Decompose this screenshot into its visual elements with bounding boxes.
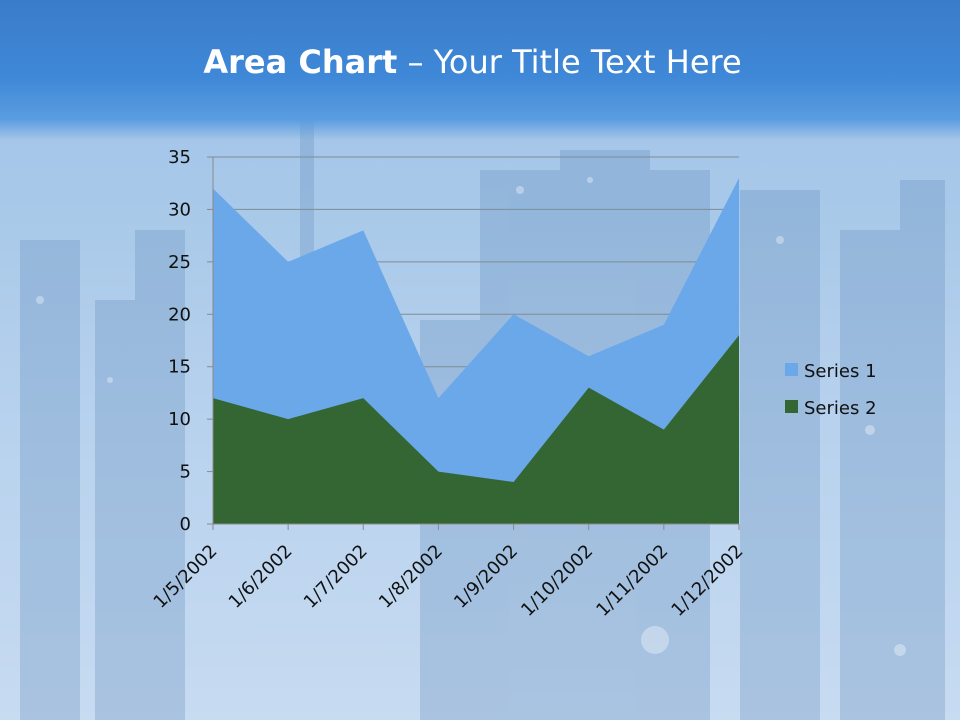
y-tick-label-10: 10 — [168, 409, 191, 430]
x-tick-label: 1/9/2002 — [450, 541, 522, 613]
slide-title-rest: – Your Title Text Here — [397, 43, 742, 81]
x-tick-label: 1/7/2002 — [300, 541, 372, 613]
series-2-area — [213, 335, 739, 524]
x-tick-label: 1/6/2002 — [225, 541, 297, 613]
x-tick-label: 1/11/2002 — [592, 541, 672, 621]
y-tick-label-15: 15 — [168, 357, 191, 378]
title-bar — [0, 0, 960, 140]
y-tick-label-5: 5 — [180, 462, 191, 483]
legend: Series 1 Series 2 — [785, 361, 877, 419]
area-series — [213, 177, 739, 524]
legend-label-series-1: Series 1 — [804, 361, 877, 382]
x-tick-label: 1/10/2002 — [517, 541, 597, 621]
x-tick-label: 1/12/2002 — [667, 541, 747, 621]
y-tick-label-20: 20 — [168, 304, 191, 325]
x-tick-label: 1/5/2002 — [150, 541, 222, 613]
x-tick-label: 1/8/2002 — [375, 541, 447, 613]
y-tick-label-35: 35 — [168, 147, 191, 168]
y-tick-label-30: 30 — [168, 199, 191, 220]
slide-title-bold: Area Chart — [203, 43, 398, 81]
legend-swatch-series-1 — [785, 363, 798, 376]
axes — [207, 156, 740, 530]
slide-title: Area Chart – Your Title Text Here — [0, 38, 945, 86]
y-tick-label-0: 0 — [180, 514, 191, 535]
y-axis-tick-labels: 0 5 10 15 20 25 30 35 — [168, 147, 191, 535]
legend-swatch-series-2 — [785, 400, 798, 413]
legend-label-series-2: Series 2 — [804, 398, 877, 419]
x-axis-tick-labels: 1/5/2002 1/6/2002 1/7/2002 1/8/2002 1/9/2002… — [150, 541, 748, 621]
y-tick-label-25: 25 — [168, 252, 191, 273]
